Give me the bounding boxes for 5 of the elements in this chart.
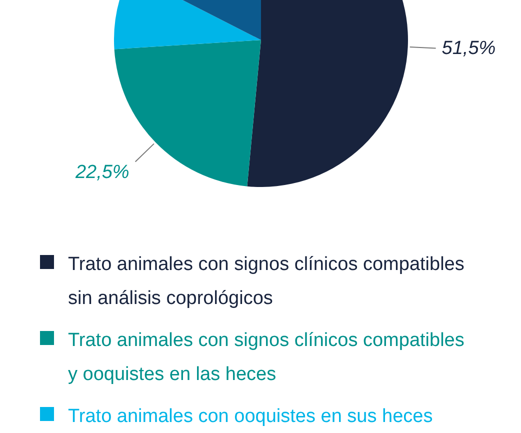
legend-label: Trato animales con signos clínicos compatibles sin análisis coprológicos (68, 254, 464, 309)
data-label: 51,5% (442, 38, 496, 60)
legend-label: Trato animales con ooquistes en sus heces (68, 406, 433, 427)
legend-label: Trato animales con signos clínicos compatibles y ooquistes en las heces (68, 330, 464, 385)
data-label: 22,5% (74, 162, 130, 183)
